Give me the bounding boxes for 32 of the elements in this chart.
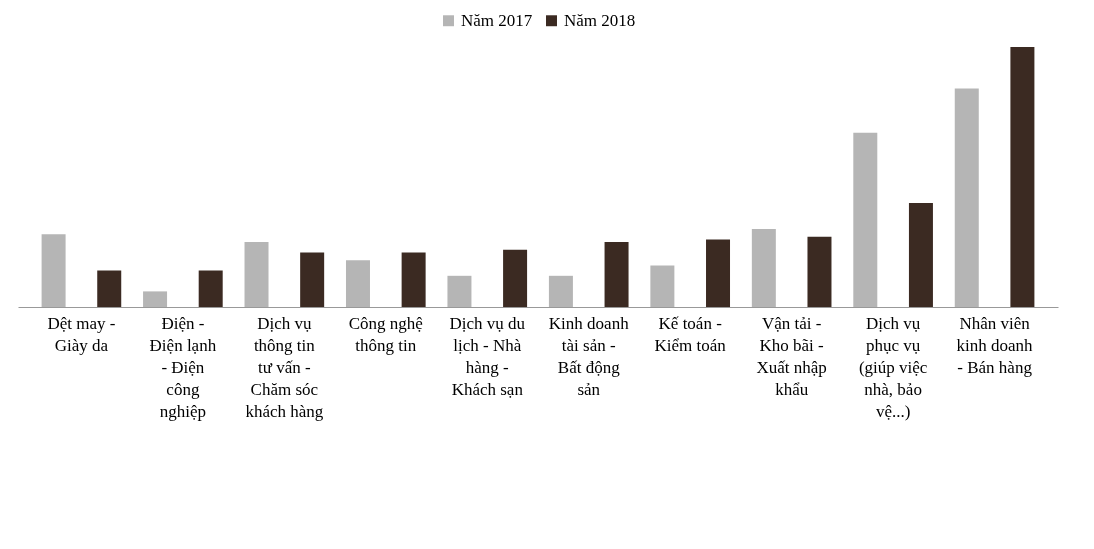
bar [548,275,573,307]
bar [41,234,66,307]
bar [447,275,472,307]
legend-label: Năm 2018 [564,10,636,30]
x-tick-label: Dịch vụ thông tin tư vấn - Chăm sóc khách hàng [245,313,324,421]
x-tick-label: Dịch vụ du lịch - Nhà hàng - Khách sạn [449,313,526,399]
bar [143,291,168,307]
bar [401,252,426,307]
bar [604,242,629,307]
x-tick-label: Vận tải - Kho bãi - Xuất nhập khẩu [756,313,827,399]
x-tick-label: Dệt may - Giày da [47,313,116,355]
bar [198,270,223,307]
bar [244,242,269,307]
bar [503,249,528,307]
x-tick-label: Nhân viên kinh doanh - Bán hàng [956,313,1034,377]
x-tick-label: Dịch vụ phục vụ (giúp việc nhà, bảo vệ...) [858,313,928,421]
bar [650,265,675,307]
x-tick-label: Công nghệ thông tin [348,313,423,355]
bar [1010,47,1035,307]
bar [751,229,776,307]
bar [853,132,878,307]
bar [97,270,122,307]
x-tick-label: Kinh doanh tài sản - Bất động sản [548,313,630,399]
bar [345,260,370,307]
bar [954,88,979,307]
x-tick-label: Điện - Điện lạnh - Điện công nghiệp [149,313,217,421]
bar [807,236,832,307]
bar [706,239,731,307]
bar [908,203,933,307]
x-tick-label: Kế toán - Kiểm toán [654,313,727,355]
legend-label: Năm 2017 [461,10,533,30]
bar [300,252,325,307]
